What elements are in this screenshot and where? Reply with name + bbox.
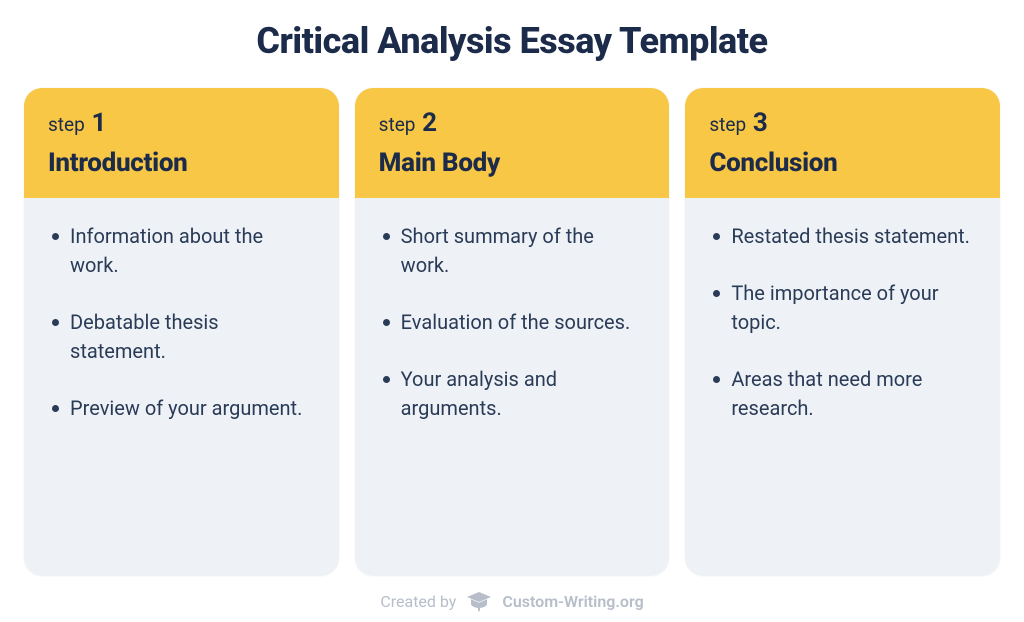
step-card-3: step 3 Conclusion Restated thesis statem… bbox=[685, 88, 1000, 576]
list-item: Areas that need more research. bbox=[709, 365, 976, 423]
bullet-list: Short summary of the work. Evaluation of… bbox=[379, 222, 646, 423]
card-header: step 1 Introduction bbox=[24, 88, 339, 198]
card-heading: Main Body bbox=[379, 148, 646, 178]
brand-name: Custom-Writing.org bbox=[502, 592, 643, 611]
step-number: 3 bbox=[753, 108, 768, 138]
step-number: 2 bbox=[422, 108, 437, 138]
card-heading: Introduction bbox=[48, 148, 315, 178]
list-item: Evaluation of the sources. bbox=[379, 308, 646, 337]
card-header: step 2 Main Body bbox=[355, 88, 670, 198]
list-item: Debatable thesis statement. bbox=[48, 308, 315, 366]
list-item: Short summary of the work. bbox=[379, 222, 646, 280]
graduation-cap-icon bbox=[466, 590, 492, 612]
cards-row: step 1 Introduction Information about th… bbox=[24, 88, 1000, 576]
card-body: Short summary of the work. Evaluation of… bbox=[355, 198, 670, 576]
step-card-1: step 1 Introduction Information about th… bbox=[24, 88, 339, 576]
list-item: Information about the work. bbox=[48, 222, 315, 280]
step-card-2: step 2 Main Body Short summary of the wo… bbox=[355, 88, 670, 576]
step-label: step bbox=[48, 113, 85, 136]
list-item: The importance of your topic. bbox=[709, 279, 976, 337]
card-body: Restated thesis statement. The importanc… bbox=[685, 198, 1000, 576]
footer: Created by Custom-Writing.org bbox=[380, 590, 643, 612]
page-title: Critical Analysis Essay Template bbox=[256, 20, 767, 62]
card-heading: Conclusion bbox=[709, 148, 976, 178]
card-header: step 3 Conclusion bbox=[685, 88, 1000, 198]
step-label: step bbox=[709, 113, 746, 136]
step-label: step bbox=[379, 113, 416, 136]
list-item: Preview of your argument. bbox=[48, 394, 315, 423]
card-body: Information about the work. Debatable th… bbox=[24, 198, 339, 576]
step-label-line: step 1 bbox=[48, 108, 315, 138]
list-item: Your analysis and arguments. bbox=[379, 365, 646, 423]
list-item: Restated thesis statement. bbox=[709, 222, 976, 251]
step-number: 1 bbox=[92, 108, 107, 138]
step-label-line: step 2 bbox=[379, 108, 646, 138]
bullet-list: Restated thesis statement. The importanc… bbox=[709, 222, 976, 423]
bullet-list: Information about the work. Debatable th… bbox=[48, 222, 315, 423]
step-label-line: step 3 bbox=[709, 108, 976, 138]
created-by-label: Created by bbox=[380, 592, 456, 611]
